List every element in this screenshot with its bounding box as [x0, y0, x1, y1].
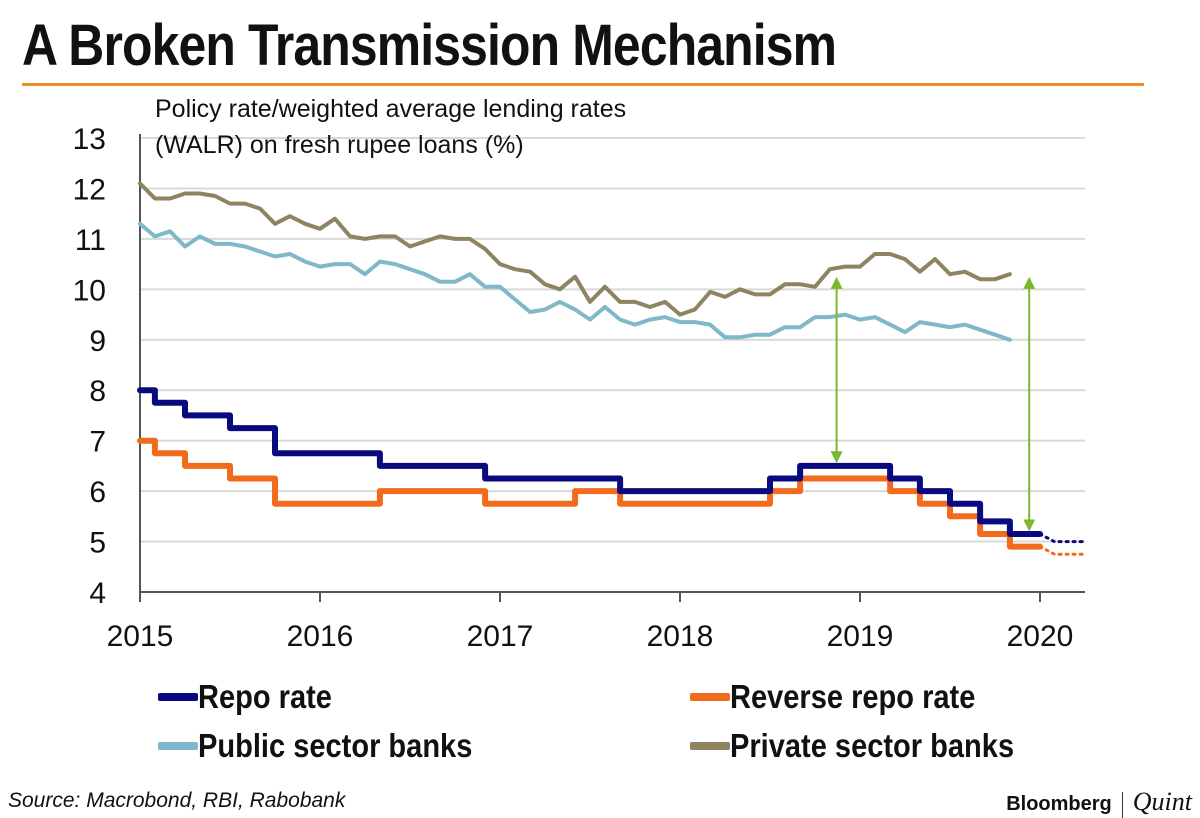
- title-divider: [22, 83, 1144, 86]
- brand-primary: Bloomberg: [1006, 793, 1112, 815]
- chart-title: A Broken Transmission Mechanism: [22, 13, 837, 78]
- forecast-line-repo: [1038, 532, 1087, 544]
- series-line-public: [138, 221, 1012, 342]
- brand-logo: Bloomberg Quint: [1006, 787, 1192, 818]
- y-tick-label: 11: [75, 224, 106, 257]
- legend-swatch-public: [158, 742, 198, 750]
- series-line-repo: [137, 387, 1043, 537]
- y-tick-label: 6: [89, 476, 106, 509]
- x-tick-label: 2019: [827, 620, 894, 653]
- legend-label-repo: Repo rate: [198, 678, 332, 715]
- x-tick-label: 2015: [107, 620, 174, 653]
- y-tick-label: 13: [73, 123, 106, 156]
- chart-subtitle-line-1: Policy rate/weighted average lending rat…: [155, 95, 626, 123]
- x-tick-label: 2018: [647, 620, 714, 653]
- y-tick-label: 9: [89, 325, 106, 358]
- brand-secondary: Quint: [1132, 787, 1192, 816]
- y-tick-label: 5: [89, 527, 106, 560]
- x-tick-label: 2016: [287, 620, 354, 653]
- legend-label-private: Private sector banks: [730, 727, 1015, 764]
- y-tick-label: 10: [73, 274, 106, 307]
- legend-swatch-reverse-repo: [690, 693, 730, 701]
- x-tick-label: 2020: [1007, 620, 1074, 653]
- series-line-private: [138, 181, 1012, 317]
- y-tick-label: 4: [89, 577, 106, 610]
- y-tick-label: 7: [89, 426, 106, 459]
- brand-separator: [1121, 791, 1123, 818]
- y-tick-label: 8: [89, 375, 106, 408]
- legend-label-reverse-repo: Reverse repo rate: [730, 678, 976, 715]
- series-lines: [137, 181, 1087, 556]
- legend-swatch-private: [690, 742, 730, 750]
- chart-subtitle-line-2: (WALR) on fresh rupee loans (%): [155, 131, 524, 159]
- y-tick-label: 12: [73, 173, 106, 206]
- axes: 4 5 6 7 8 9 10 11 12 13 2015 2016 2017 2018 2019 2020: [73, 123, 1085, 653]
- arrow-annotations: [830, 276, 1036, 532]
- forecast-line-reverse-repo: [1038, 545, 1087, 556]
- legend-label-public: Public sector banks: [198, 727, 473, 764]
- source-note: Source: Macrobond, RBI, Rabobank: [8, 789, 346, 812]
- x-tick-label: 2017: [467, 620, 534, 653]
- legend-swatch-repo: [158, 693, 198, 701]
- series-line-reverse-repo: [137, 437, 1043, 550]
